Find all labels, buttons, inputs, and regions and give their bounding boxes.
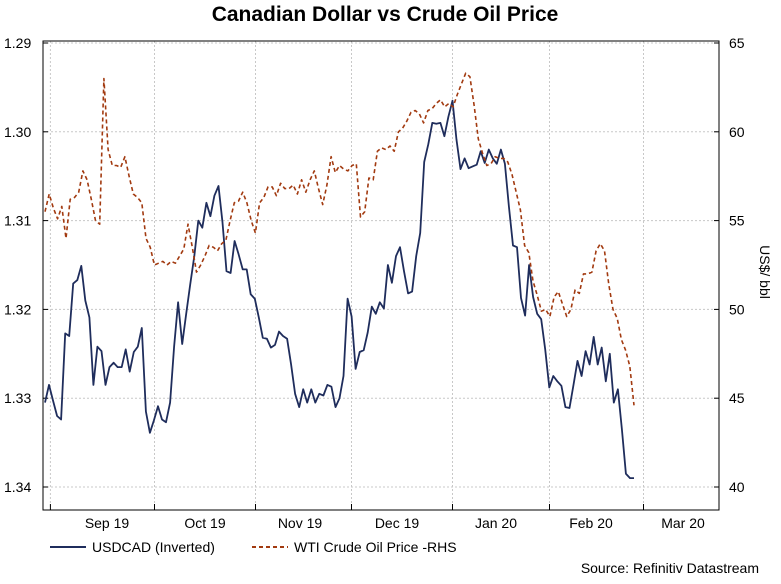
right-tick-label: 55 <box>729 213 745 229</box>
right-axis-label: US$/ bbl <box>757 245 773 299</box>
x-tick-label: Feb 20 <box>569 515 613 531</box>
source-note: Source: Refinitiv Datastream <box>581 560 759 576</box>
left-tick-label: 1.31 <box>4 213 31 229</box>
legend: USDCAD (Inverted) WTI Crude Oil Price -R… <box>50 539 457 555</box>
series-line-usdcad <box>44 99 634 480</box>
x-tick-label: Jan 20 <box>475 515 517 531</box>
left-axis: 1.29 1.30 1.31 1.32 1.33 1.34 <box>4 35 48 495</box>
x-tick-label: Mar 20 <box>661 515 705 531</box>
chart-title: Canadian Dollar vs Crude Oil Price <box>212 3 559 26</box>
x-tick-label: Dec 19 <box>375 515 420 531</box>
right-tick-label: 45 <box>729 390 745 406</box>
series-layer <box>44 72 635 480</box>
right-tick-label: 65 <box>729 35 745 51</box>
legend-label-usdcad: USDCAD (Inverted) <box>92 539 215 555</box>
right-tick-label: 50 <box>729 301 745 317</box>
right-axis: 65 60 55 50 45 40 <box>714 35 745 495</box>
grid <box>43 41 719 510</box>
legend-label-wti: WTI Crude Oil Price -RHS <box>294 539 457 555</box>
plot-frame <box>42 40 720 511</box>
x-axis: Sep 19 Oct 19 Nov 19 Dec 19 Jan 20 Feb 20 Mar … <box>49 504 705 531</box>
left-tick-label: 1.32 <box>4 301 31 317</box>
x-tick-label: Sep 19 <box>85 515 130 531</box>
left-tick-label: 1.30 <box>4 124 31 140</box>
right-tick-label: 40 <box>729 479 745 495</box>
series-line-wti <box>44 72 635 406</box>
left-tick-label: 1.33 <box>4 390 31 406</box>
left-tick-label: 1.29 <box>4 35 31 51</box>
left-tick-label: 1.34 <box>4 479 31 495</box>
x-tick-label: Nov 19 <box>278 515 323 531</box>
x-tick-label: Oct 19 <box>184 515 225 531</box>
right-tick-label: 60 <box>729 124 745 140</box>
